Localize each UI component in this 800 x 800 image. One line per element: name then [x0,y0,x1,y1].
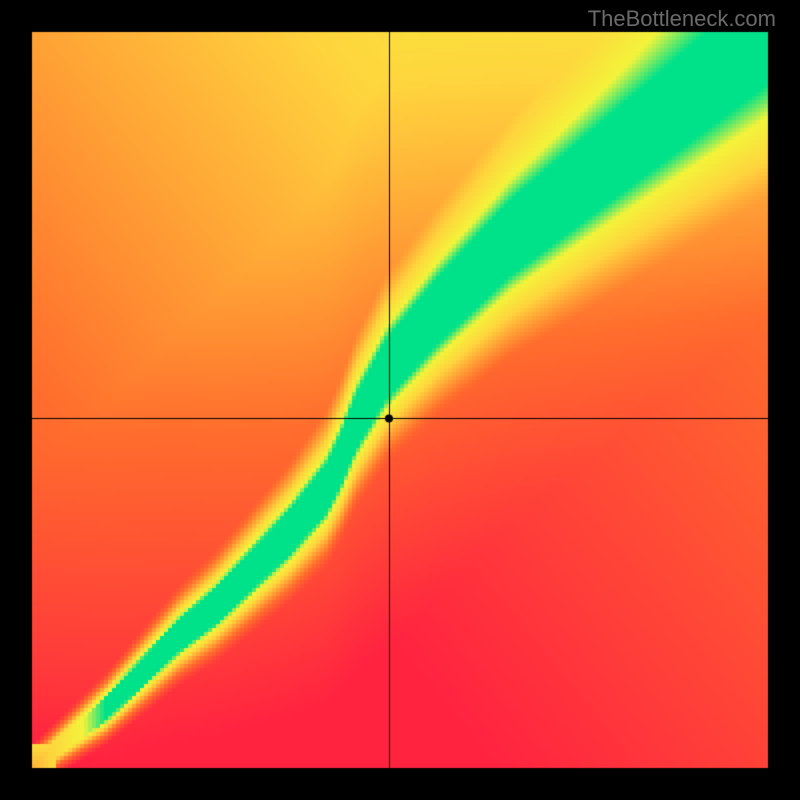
watermark-text: TheBottleneck.com [588,6,776,32]
bottleneck-heatmap [0,0,800,800]
